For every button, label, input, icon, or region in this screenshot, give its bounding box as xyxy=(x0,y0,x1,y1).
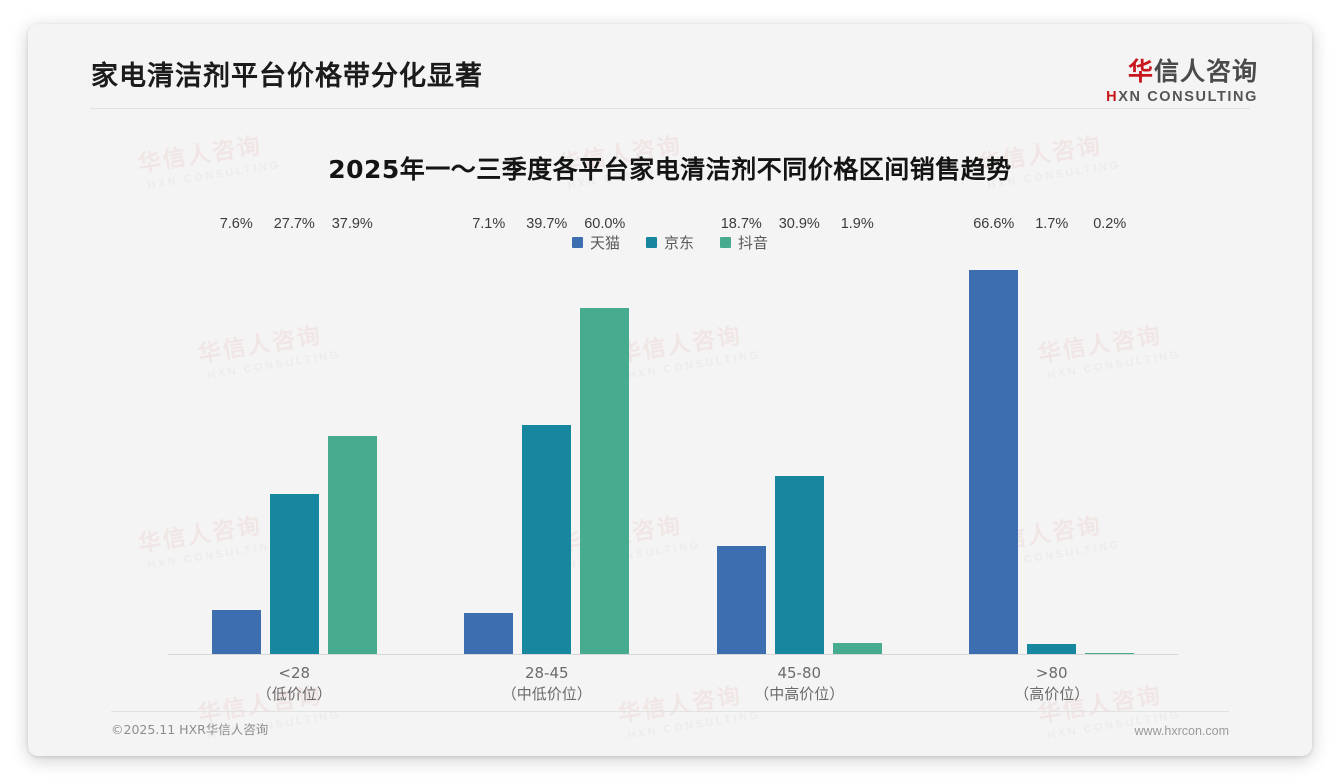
bar-group-45-80: 18.7% 30.9% 1.9% xyxy=(710,216,888,654)
logo-chinese-text: 华信人咨询 xyxy=(1106,58,1258,86)
bar-天猫-28-45[interactable]: 7.1% xyxy=(464,216,514,654)
bar-rect: 27.7% xyxy=(269,216,319,654)
bar-value-label: 30.9% xyxy=(778,216,820,232)
x-tick-sublabel: （中低价位） xyxy=(501,685,592,704)
bar-rect: 30.9% xyxy=(774,216,824,654)
company-logo: 华信人咨询 HXN CONSULTING xyxy=(1106,58,1258,106)
legend-swatch-icon xyxy=(645,237,657,248)
legend-item-天猫[interactable]: 天猫 xyxy=(571,232,620,253)
x-tick-sublabel: （中高价位） xyxy=(754,685,845,704)
logo-english-text: HXN CONSULTING xyxy=(1106,89,1258,105)
bar-京东->80[interactable]: 1.7% xyxy=(1027,216,1077,654)
bar-京东-45-80[interactable]: 30.9% xyxy=(774,216,824,654)
bar-value-label: 27.7% xyxy=(273,216,315,232)
bar-value-label: 0.2% xyxy=(1093,216,1127,232)
bar-rect: 7.6% xyxy=(211,216,261,654)
x-tick-28-45: 28-45 （中低价位） xyxy=(458,663,636,706)
bar-抖音->80[interactable]: 0.2% xyxy=(1085,216,1135,654)
bar-value-label: 7.1% xyxy=(472,216,506,232)
legend-item-抖音[interactable]: 抖音 xyxy=(720,232,768,253)
logo-en-rest: XN CONSULTING xyxy=(1118,89,1258,105)
legend-swatch-icon xyxy=(720,237,731,248)
bar-rect: 39.7% xyxy=(522,216,572,654)
bar-rect: 37.9% xyxy=(327,216,377,654)
bar-rect: 66.6% xyxy=(969,216,1019,654)
bar-value-label: 1.9% xyxy=(840,216,874,232)
bar-天猫->80[interactable]: 66.6% xyxy=(969,216,1019,654)
bar-value-label: 60.0% xyxy=(584,216,626,232)
bar-value-label: 18.7% xyxy=(720,216,762,232)
chart-plot: 7.6% 27.7% 37.9% 7.1% 39.7% 60.0% 18.7% 30.9% 1.… xyxy=(168,216,1178,655)
x-tick-range: >80 xyxy=(1035,664,1068,682)
bar-京东-28-45[interactable]: 39.7% xyxy=(522,216,572,654)
footer-website: www.hxrcon.com xyxy=(1134,724,1229,738)
logo-cn-rest: 信人咨询 xyxy=(1153,57,1258,86)
slide-header: 家电清洁剂平台价格带分化显著 华信人咨询 HXN CONSULTING xyxy=(28,24,1312,109)
bar-value-label: 39.7% xyxy=(526,216,568,232)
bar-rect: 0.2% xyxy=(1085,216,1135,654)
legend-label: 京东 xyxy=(663,234,694,252)
x-axis-labels: <28 （低价位） 28-45 （中低价位） 45-80 （中高价位） >80 （高价位） xyxy=(168,663,1178,713)
chart-area: 2025年一～三季度各平台家电清洁剂不同价格区间销售趋势 天猫 京东 抖音 7.6%… xyxy=(28,120,1312,710)
axis-baseline xyxy=(168,654,1178,655)
bar-京东-<28[interactable]: 27.7% xyxy=(269,216,319,654)
chart-legend: 天猫 京东 抖音 xyxy=(28,232,1312,253)
page-title: 家电清洁剂平台价格带分化显著 xyxy=(91,61,483,92)
bar-value-label: 66.6% xyxy=(973,216,1015,232)
bar-抖音-45-80[interactable]: 1.9% xyxy=(832,216,882,654)
legend-label: 抖音 xyxy=(738,234,769,252)
bar-value-label: 1.7% xyxy=(1035,216,1069,232)
bar-天猫-45-80[interactable]: 18.7% xyxy=(716,216,766,654)
bar-rect: 7.1% xyxy=(464,216,514,654)
footer-copyright: ©2025.11 HXR华信人咨询 xyxy=(111,722,269,737)
legend-item-京东[interactable]: 京东 xyxy=(645,232,694,253)
legend-label: 天猫 xyxy=(589,234,620,252)
bar-天猫-<28[interactable]: 7.6% xyxy=(211,216,261,654)
logo-cn-accent: 华 xyxy=(1127,57,1154,86)
x-tick-45-80: 45-80 （中高价位） xyxy=(710,663,888,706)
x-tick->80: >80 （高价位） xyxy=(963,663,1141,706)
bar-抖音-28-45[interactable]: 60.0% xyxy=(580,216,630,654)
bar-抖音-<28[interactable]: 37.9% xyxy=(327,216,377,654)
watermark-english: HXN CONSULTING xyxy=(626,708,762,742)
footer-divider xyxy=(111,711,1229,712)
bar-rect: 60.0% xyxy=(580,216,630,654)
bar-group-<28: 7.6% 27.7% 37.9% xyxy=(205,216,383,654)
x-tick-sublabel: （高价位） xyxy=(1014,685,1090,704)
bar-rect: 1.9% xyxy=(832,216,882,654)
x-tick-range: <28 xyxy=(278,664,311,682)
chart-title: 2025年一～三季度各平台家电清洁剂不同价格区间销售趋势 xyxy=(328,155,1012,184)
x-tick-<28: <28 （低价位） xyxy=(205,663,383,706)
bar-rect: 1.7% xyxy=(1027,216,1077,654)
slide-card: 华信人咨询 HXN CONSULTING 华信人咨询 HXN CONSULTING 华信… xyxy=(28,24,1312,756)
bar-value-label: 7.6% xyxy=(219,216,253,232)
legend-swatch-icon xyxy=(571,237,583,248)
bar-group->80: 66.6% 1.7% 0.2% xyxy=(963,216,1141,654)
bar-rect: 18.7% xyxy=(716,216,766,654)
x-tick-sublabel: （低价位） xyxy=(256,685,332,704)
x-tick-range: 45-80 xyxy=(777,664,822,682)
x-tick-range: 28-45 xyxy=(524,664,569,682)
header-divider xyxy=(90,108,1250,109)
logo-en-accent: H xyxy=(1106,89,1119,105)
bar-value-label: 37.9% xyxy=(331,216,373,232)
bar-group-28-45: 7.1% 39.7% 60.0% xyxy=(458,216,636,654)
